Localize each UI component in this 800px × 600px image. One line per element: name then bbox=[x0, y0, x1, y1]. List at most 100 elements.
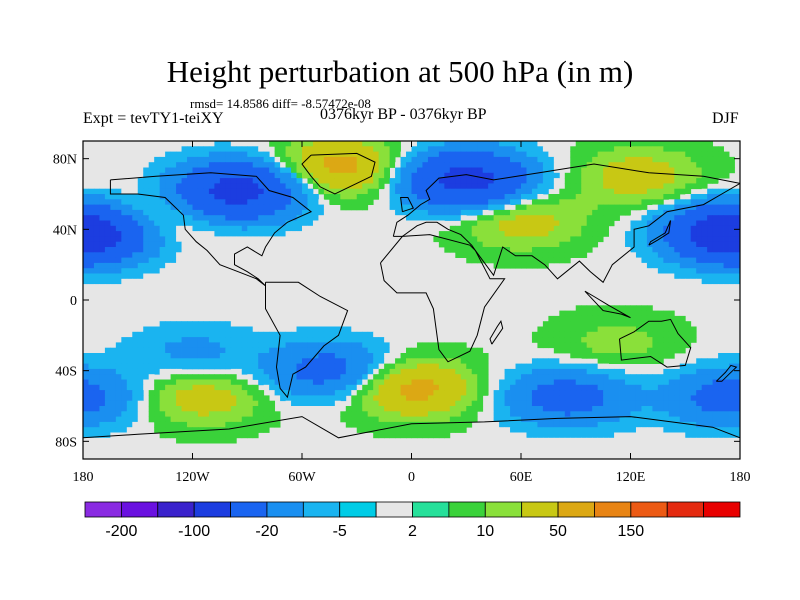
field-cell bbox=[93, 406, 100, 412]
field-cell bbox=[285, 347, 292, 354]
field-cell bbox=[548, 358, 555, 364]
field-cell bbox=[170, 379, 177, 386]
field-cell bbox=[635, 146, 642, 152]
field-cell bbox=[712, 353, 719, 359]
field-cell bbox=[619, 162, 626, 168]
field-cell bbox=[712, 199, 719, 205]
colorbar-swatch bbox=[230, 501, 268, 518]
field-cell bbox=[126, 432, 133, 439]
field-cell bbox=[318, 215, 325, 221]
field-cell bbox=[126, 342, 133, 349]
field-cell bbox=[302, 326, 308, 333]
field-cell bbox=[674, 326, 681, 333]
field-cell bbox=[197, 172, 204, 179]
field-cell bbox=[701, 204, 708, 211]
field-cell bbox=[477, 353, 484, 359]
field-cell bbox=[99, 268, 106, 274]
field-cell bbox=[225, 199, 232, 205]
field-cell bbox=[625, 358, 631, 364]
field-cell bbox=[219, 156, 226, 163]
field-cell bbox=[422, 427, 429, 433]
field-cell bbox=[411, 427, 418, 433]
field-cell bbox=[88, 188, 95, 195]
field-cell bbox=[181, 172, 188, 179]
field-cell bbox=[668, 421, 675, 428]
field-cell bbox=[466, 231, 473, 237]
field-cell bbox=[236, 406, 243, 412]
field-cell bbox=[219, 209, 226, 216]
field-cell bbox=[252, 183, 259, 190]
field-cell bbox=[553, 416, 560, 423]
field-cell bbox=[712, 427, 719, 433]
field-cell bbox=[499, 416, 505, 423]
field-cell bbox=[592, 427, 599, 433]
field-cell bbox=[559, 331, 566, 338]
field-cell bbox=[504, 400, 511, 407]
field-cell bbox=[165, 390, 171, 396]
field-cell bbox=[614, 358, 620, 364]
field-cell bbox=[712, 204, 719, 211]
field-cell bbox=[652, 146, 659, 152]
field-cell bbox=[723, 262, 730, 269]
field-cell bbox=[559, 416, 566, 423]
field-cell bbox=[362, 326, 369, 333]
field-cell bbox=[570, 220, 577, 227]
field-cell bbox=[531, 368, 538, 375]
field-cell bbox=[83, 421, 89, 428]
field-cell bbox=[208, 156, 215, 163]
field-cell bbox=[323, 204, 330, 211]
field-cell bbox=[548, 337, 555, 343]
field-cell bbox=[657, 247, 664, 253]
colorbar-swatch bbox=[120, 501, 159, 518]
field-cell bbox=[236, 225, 243, 232]
field-cell bbox=[269, 231, 276, 237]
field-cell bbox=[712, 273, 719, 280]
field-cell bbox=[635, 326, 642, 333]
field-cell bbox=[718, 273, 724, 280]
field-cell bbox=[104, 374, 111, 380]
field-cell bbox=[438, 162, 445, 168]
field-cell bbox=[614, 347, 620, 354]
field-cell bbox=[307, 231, 314, 237]
field-cell bbox=[586, 368, 593, 375]
field-cell bbox=[258, 321, 265, 327]
field-cell bbox=[367, 151, 374, 158]
field-cell bbox=[263, 416, 270, 423]
field-cell bbox=[187, 432, 193, 439]
field-cell bbox=[668, 416, 675, 423]
field-cell bbox=[674, 411, 681, 417]
field-cell bbox=[586, 241, 593, 248]
field-cell bbox=[718, 421, 724, 428]
field-cell bbox=[236, 331, 243, 338]
field-cell bbox=[701, 363, 708, 370]
field-cell bbox=[83, 374, 89, 380]
field-cell bbox=[597, 411, 604, 417]
field-cell bbox=[406, 416, 412, 423]
field-cell bbox=[88, 368, 95, 375]
field-cell bbox=[427, 368, 434, 375]
field-cell bbox=[225, 437, 232, 444]
field-cell bbox=[603, 305, 609, 311]
field-cell bbox=[104, 273, 111, 280]
field-cell bbox=[608, 337, 615, 343]
field-cell bbox=[323, 178, 330, 184]
x-tick-label: 120E bbox=[616, 470, 646, 485]
field-cell bbox=[471, 151, 478, 158]
field-cell bbox=[225, 358, 232, 364]
field-cell bbox=[345, 416, 352, 423]
field-cell bbox=[712, 400, 719, 407]
field-cell bbox=[384, 421, 390, 428]
field-cell bbox=[384, 390, 390, 396]
field-cell bbox=[449, 204, 456, 211]
field-cell bbox=[553, 209, 560, 216]
field-cell bbox=[597, 353, 604, 359]
field-cell bbox=[258, 347, 265, 354]
field-cell bbox=[225, 342, 232, 349]
field-cell bbox=[427, 342, 434, 349]
field-cell bbox=[93, 443, 100, 449]
field-cell bbox=[247, 347, 254, 354]
field-cell bbox=[608, 194, 615, 200]
field-cell bbox=[384, 347, 390, 354]
field-cell bbox=[581, 321, 588, 327]
field-cell bbox=[170, 162, 177, 168]
